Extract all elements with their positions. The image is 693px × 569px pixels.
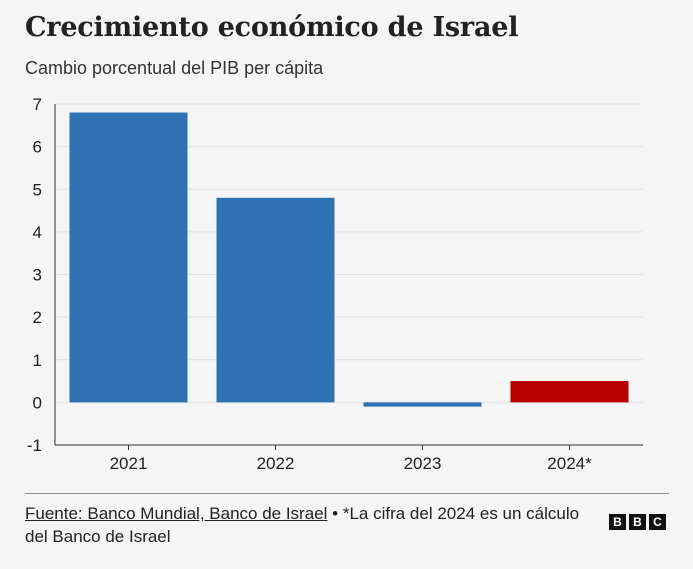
bbc-logo: B B C: [609, 514, 666, 530]
bar-2023: [363, 402, 482, 407]
y-tick-label: 1: [33, 351, 42, 370]
footer-text: Fuente: Banco Mundial, Banco de Israel •…: [25, 502, 595, 548]
y-tick-label: 4: [33, 223, 42, 242]
x-tick-label: 2022: [257, 454, 295, 473]
bbc-logo-letter: B: [609, 514, 626, 530]
x-tick-label: 2021: [110, 454, 148, 473]
bbc-logo-letter: B: [629, 514, 646, 530]
y-tick-label: 6: [33, 138, 42, 157]
footer-separator: •: [332, 504, 339, 523]
bar-2021: [69, 112, 188, 403]
y-tick-label: 3: [33, 266, 42, 285]
source-link[interactable]: Fuente: Banco Mundial, Banco de Israel: [25, 504, 328, 523]
x-tick-label: 2023: [404, 454, 442, 473]
x-tick-label: 2024*: [547, 454, 592, 473]
chart-subtitle: Cambio porcentual del PIB per cápita: [25, 58, 324, 78]
chart-title: Crecimiento económico de Israel: [25, 12, 519, 43]
y-tick-label: 7: [33, 95, 42, 114]
bar-2022: [216, 197, 335, 403]
bbc-logo-letter: C: [649, 514, 666, 530]
y-tick-label: 2: [33, 308, 42, 327]
footer-divider: [25, 493, 669, 494]
bar-chart: -1 0 1 2 3 4 5 6 7 2021 2022 2023 2024*: [27, 95, 643, 473]
bar-2024: [510, 381, 629, 403]
y-tick-label: -1: [27, 436, 42, 455]
y-tick-label: 0: [33, 393, 42, 412]
y-tick-label: 5: [33, 180, 42, 199]
footer-note: *La cifra del 2024 es un cálculo del Ban…: [25, 504, 580, 546]
